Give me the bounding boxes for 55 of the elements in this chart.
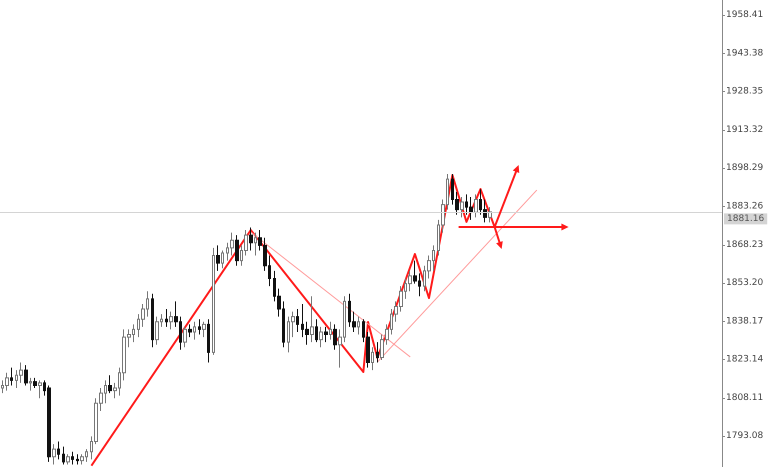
candlestick	[207, 318, 210, 364]
candlestick	[108, 374, 112, 394]
candlestick	[155, 316, 159, 346]
candlestick	[254, 232, 257, 256]
candlestick	[315, 318, 318, 343]
candlestick	[474, 194, 478, 218]
candlestick	[5, 372, 9, 392]
y-tick-label: 1883.26	[726, 201, 764, 212]
y-tick-label: 1793.08	[726, 431, 764, 442]
candlestick	[212, 247, 215, 356]
candlestick	[324, 326, 328, 343]
candlestick	[333, 324, 337, 350]
candlestick	[357, 316, 360, 336]
candlestick	[221, 250, 224, 269]
candlestick	[188, 324, 192, 338]
y-tick-label: 1838.17	[726, 316, 764, 326]
candlestick	[198, 318, 201, 336]
candlestick	[310, 296, 314, 343]
candlestick	[165, 308, 168, 328]
candlestick	[249, 227, 253, 251]
candlestick	[230, 232, 234, 256]
candlestick	[183, 326, 187, 348]
y-tick-label: 1823.14	[726, 354, 764, 365]
y-tick-label: 1958.41	[726, 10, 764, 20]
candlestick	[10, 367, 13, 386]
candlestick	[24, 364, 28, 386]
candlestick	[296, 308, 299, 332]
candlestick	[57, 441, 60, 460]
candlestick	[376, 342, 379, 364]
candlestick	[47, 384, 51, 462]
candlestick	[33, 377, 37, 389]
candlestick	[38, 380, 42, 399]
y-tick-label: 1853.20	[726, 278, 764, 288]
y-tick-label: 1868.23	[726, 240, 764, 250]
candlestick	[319, 326, 323, 348]
candlestick	[329, 321, 332, 340]
ref-line-label: 1881.16	[727, 214, 764, 224]
candlestick	[469, 196, 473, 220]
candlestick	[216, 244, 220, 272]
y-tick-label: 1913.32	[726, 124, 764, 135]
y-tick-label: 1928.35	[726, 86, 764, 97]
candlestick	[29, 377, 32, 392]
candlestick	[169, 311, 173, 330]
y-tick-label: 1808.11	[726, 392, 764, 403]
y-tick-label: 1898.29	[726, 163, 764, 174]
candlestick	[151, 293, 154, 348]
candlestick	[371, 346, 374, 371]
candlestick	[202, 321, 206, 338]
candlestick	[460, 196, 464, 218]
candlestick	[193, 321, 196, 340]
candlestick	[71, 451, 74, 465]
y-tick-label: 1943.38	[726, 48, 764, 58]
candlestick	[235, 234, 239, 266]
candlestick	[76, 454, 79, 465]
candlestick	[62, 446, 65, 465]
